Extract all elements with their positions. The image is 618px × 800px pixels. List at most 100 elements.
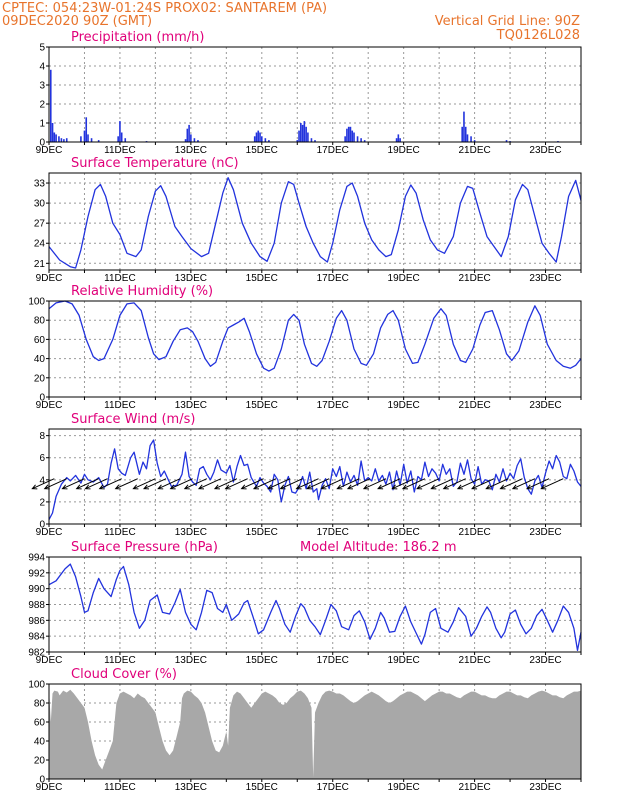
x-tick-label: 13DEC (175, 527, 207, 538)
x-tick-label: 17DEC (317, 145, 349, 156)
panel-press: 982 984 986 988 990 992 994 9DEC 11DEC 13DEC 15DEC… (28, 540, 582, 666)
x-tick-label: 11DEC (104, 273, 136, 284)
precip-bar (360, 138, 362, 142)
x-tick-label: 9DEC (36, 400, 63, 411)
y-tick-label: 100 (28, 297, 45, 308)
x-tick-label: 11DEC (104, 527, 136, 538)
precip-bar (463, 111, 465, 142)
precip-bar (397, 134, 400, 142)
precip-bar (310, 138, 313, 142)
precip-bar (470, 136, 472, 142)
wind-arrow (362, 478, 387, 490)
x-tick-label: 15DEC (246, 400, 278, 411)
precip-bar (51, 123, 54, 142)
y-tick-label: 100 (28, 680, 45, 691)
precip-bar (124, 138, 127, 142)
x-tick-label: 9DEC (36, 273, 63, 284)
x-tick-label: 17DEC (317, 527, 349, 538)
y-tick-label: 990 (28, 584, 45, 595)
x-tick-label: 17DEC (317, 782, 349, 793)
panel-temp: 21 24 27 30 33 9DEC 11DEC 13DEC 15DEC 17DEC 19DEC 2… (34, 156, 582, 284)
precip-bar (119, 121, 121, 142)
wind-arrow (320, 478, 344, 490)
x-tick-label: 13DEC (175, 145, 207, 156)
wind-arrow (336, 478, 360, 490)
x-tick-label: 21DEC (458, 527, 490, 538)
precip-bar (255, 132, 258, 142)
y-tick-label: 20 (34, 756, 46, 767)
precip-bar (301, 124, 304, 142)
y-tick-label: 80 (34, 699, 46, 710)
y-tick-label: 27 (34, 219, 46, 230)
x-tick-label: 13DEC (175, 273, 207, 284)
wind-arrow (540, 478, 564, 490)
precip-bar (253, 136, 256, 142)
x-tick-label: 11DEC (104, 655, 136, 666)
precip-bar (197, 140, 199, 142)
precip-bar (353, 132, 355, 142)
y-tick-label: 33 (34, 179, 46, 190)
y-tick-label: 5 (39, 43, 45, 54)
wind-arrow (430, 478, 454, 490)
wind-arrow (157, 478, 181, 490)
x-tick-label: 23DEC (529, 273, 561, 284)
y-tick-label: 40 (34, 354, 46, 365)
panel-title-temp: Surface Temperature (nC) (71, 156, 239, 171)
rh-series-line (48, 300, 582, 372)
x-tick-label: 19DEC (388, 782, 420, 793)
x-tick-label: 19DEC (388, 145, 420, 156)
y-tick-label: 0 (39, 138, 45, 149)
wind-arrow (391, 478, 415, 490)
wind-arrow (267, 478, 291, 490)
wind-arrow (75, 478, 99, 490)
wind-arrow (377, 478, 401, 490)
x-tick-label: 11DEC (104, 782, 136, 793)
precip-bar (259, 132, 261, 142)
wind-arrow (346, 478, 371, 490)
wind-arrow (98, 478, 122, 490)
precip-bar (55, 134, 57, 142)
header: CPTEC: 054:23W-01:24S PROX02: SANTAREM (… (2, 1, 580, 43)
y-tick-label: 6 (39, 453, 45, 464)
wind-arrow (197, 478, 222, 490)
precip-bar (83, 130, 86, 142)
x-tick-label: 17DEC (317, 273, 349, 284)
panel-frame (48, 300, 582, 398)
x-tick-label: 23DEC (529, 145, 561, 156)
y-tick-label: 24 (34, 239, 46, 250)
y-tick-label: 40 (34, 737, 46, 748)
precip-bar (461, 126, 463, 142)
panel-precip: 0 1 2 3 4 5 9DEC 11DEC 13DEC 15DEC 17DEC 19DEC 21DEC… (36, 30, 582, 156)
y-tick-label: 60 (34, 335, 46, 346)
precip-bar (80, 136, 82, 142)
header-run-time: 09DEC2020 90Z (GMT) (2, 14, 152, 29)
precip-bar (314, 140, 316, 142)
precip-bar (193, 138, 196, 142)
y-tick-label: 0 (39, 775, 45, 786)
x-tick-label: 21DEC (458, 145, 490, 156)
wind-arrow (511, 478, 536, 490)
precip-bar (344, 136, 346, 142)
wind-arrow (61, 478, 85, 490)
precip-bar (261, 136, 263, 142)
x-tick-label: 11DEC (104, 400, 136, 411)
precip-bar (347, 126, 350, 142)
precip-bar (351, 130, 354, 142)
wind-arrow (169, 478, 193, 490)
panel-wind: 0 2 4 6 8 9DEC 11DEC 13DEC 15DEC 17DEC 19DEC 21DEC 2… (31, 412, 582, 538)
panel-title-press: Surface Pressure (hPa) (71, 540, 218, 555)
precip-bar (63, 139, 65, 142)
x-tick-label: 19DEC (388, 527, 420, 538)
wind-arrow (84, 478, 108, 490)
precip-bar (307, 132, 309, 142)
precip-bar (466, 134, 469, 142)
wind-series-line (48, 439, 582, 520)
y-tick-label: 992 (28, 568, 45, 579)
wind-arrow (43, 478, 67, 490)
precip-bar (395, 138, 398, 142)
y-tick-label: 3 (39, 81, 45, 92)
precip-bar (505, 140, 508, 142)
wind-arrow (114, 478, 138, 490)
x-tick-label: 9DEC (36, 782, 63, 793)
precip-bar (303, 121, 306, 142)
